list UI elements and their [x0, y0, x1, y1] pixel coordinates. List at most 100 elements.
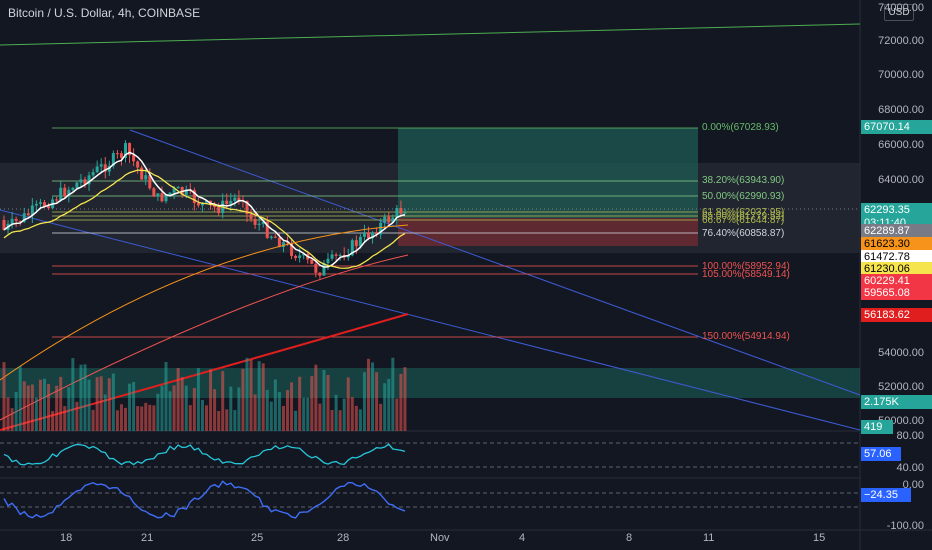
- volume-bar: [302, 397, 306, 431]
- price-tag: 56183.62: [861, 308, 932, 322]
- candle-body: [326, 258, 330, 264]
- time-axis-label: 18: [60, 532, 73, 544]
- volume-bar: [330, 410, 334, 431]
- candle-body: [273, 236, 277, 238]
- ma-yellow: [3, 169, 406, 269]
- long-position-profit: [398, 128, 698, 218]
- fib-label: 66.67%(61644.87): [702, 215, 785, 226]
- indicator1-axis-label: 40.00: [896, 462, 924, 474]
- trend-line: [0, 23, 861, 46]
- candle-body: [168, 192, 172, 195]
- candle-body: [115, 153, 119, 155]
- candle-body: [34, 203, 38, 206]
- candle-body: [55, 199, 59, 201]
- candle-body: [371, 232, 375, 239]
- price-axis-label: 72000.00: [878, 35, 924, 47]
- volume-bar: [10, 408, 14, 431]
- volume-bar: [196, 368, 200, 431]
- channel-lower: [0, 209, 861, 431]
- volume-bar: [63, 406, 67, 431]
- candle-body: [294, 255, 298, 259]
- volume-bar: [168, 391, 172, 431]
- price-axis-label: 52000.00: [878, 381, 924, 393]
- ma-red: [0, 254, 409, 421]
- volume-bar: [79, 364, 83, 431]
- candle-body: [99, 164, 103, 167]
- volume-bar: [83, 364, 87, 431]
- volume-bar: [6, 397, 10, 431]
- volume-bar: [350, 397, 354, 431]
- candle-body: [367, 232, 370, 239]
- volume-bar: [95, 377, 99, 431]
- volume-bar: [310, 376, 314, 431]
- volume-bar: [375, 372, 379, 431]
- candle-body: [160, 193, 164, 202]
- volume-bar: [30, 384, 34, 431]
- candle-body: [237, 197, 241, 201]
- symbol-title[interactable]: Bitcoin / U.S. Dollar, 4h, COINBASE: [8, 6, 201, 20]
- candle-body: [2, 220, 6, 230]
- candle-body: [79, 179, 83, 183]
- volume-bar: [314, 364, 318, 431]
- volume-bar: [156, 393, 160, 431]
- candle-body: [119, 153, 123, 158]
- candle-body: [277, 237, 281, 248]
- candle-body: [395, 207, 399, 218]
- volume-bar: [180, 377, 184, 431]
- volume-bar: [115, 410, 119, 431]
- indicator2-line: [3, 480, 406, 519]
- volume-bar: [334, 394, 338, 431]
- candle-body: [350, 240, 354, 256]
- volume-bar: [391, 357, 395, 431]
- volume-bar: [253, 394, 257, 431]
- candle-body: [140, 167, 144, 180]
- volume-bar: [103, 394, 107, 431]
- volume-bar: [362, 372, 366, 431]
- currency-button[interactable]: USD: [884, 4, 914, 21]
- candle-body: [200, 202, 204, 206]
- candle-body: [225, 200, 229, 204]
- volume-bar: [225, 409, 229, 431]
- price-axis-label: 70000.00: [878, 69, 924, 81]
- candle-body: [358, 236, 362, 247]
- candle-body: [233, 197, 237, 201]
- volume-bar: [387, 378, 391, 431]
- volume-bar: [237, 387, 241, 431]
- price-tag: 62293.35: [861, 203, 932, 217]
- candle-body: [128, 143, 132, 156]
- candle-body: [196, 203, 200, 206]
- time-axis-label: 11: [703, 532, 715, 544]
- price-axis-label: 68000.00: [878, 104, 924, 116]
- volume-bar: [128, 383, 132, 431]
- candle-body: [281, 242, 285, 248]
- volume-bar: [273, 379, 277, 431]
- volume-bar: [281, 405, 285, 431]
- candle-body: [383, 216, 387, 223]
- candle-body: [298, 255, 302, 259]
- volume-bar: [172, 385, 176, 431]
- time-axis-label: Nov: [430, 532, 450, 544]
- candle-body: [346, 255, 350, 258]
- volume-bar: [75, 401, 79, 431]
- candle-body: [391, 217, 395, 223]
- volume-bar: [67, 387, 71, 431]
- volume-bar: [383, 383, 387, 431]
- volume-bar: [367, 358, 370, 431]
- time-axis-label: 4: [519, 532, 526, 544]
- volume-bar: [290, 382, 294, 431]
- candle-body: [286, 242, 289, 244]
- candle-body: [354, 240, 358, 247]
- price-axis-label: 66000.00: [878, 139, 924, 151]
- fib-label: 38.20%(63943.90): [702, 175, 785, 186]
- candle-body: [253, 218, 257, 225]
- volume-bar: [322, 369, 326, 431]
- volume-bar: [261, 363, 265, 431]
- ma-white: [3, 151, 406, 268]
- candle-body: [87, 175, 91, 185]
- volume-bar: [14, 391, 18, 431]
- indicator1-value: 57.06: [861, 447, 901, 461]
- candle-body: [63, 187, 67, 197]
- volume-bar: [176, 368, 180, 431]
- volume-bar: [188, 405, 192, 431]
